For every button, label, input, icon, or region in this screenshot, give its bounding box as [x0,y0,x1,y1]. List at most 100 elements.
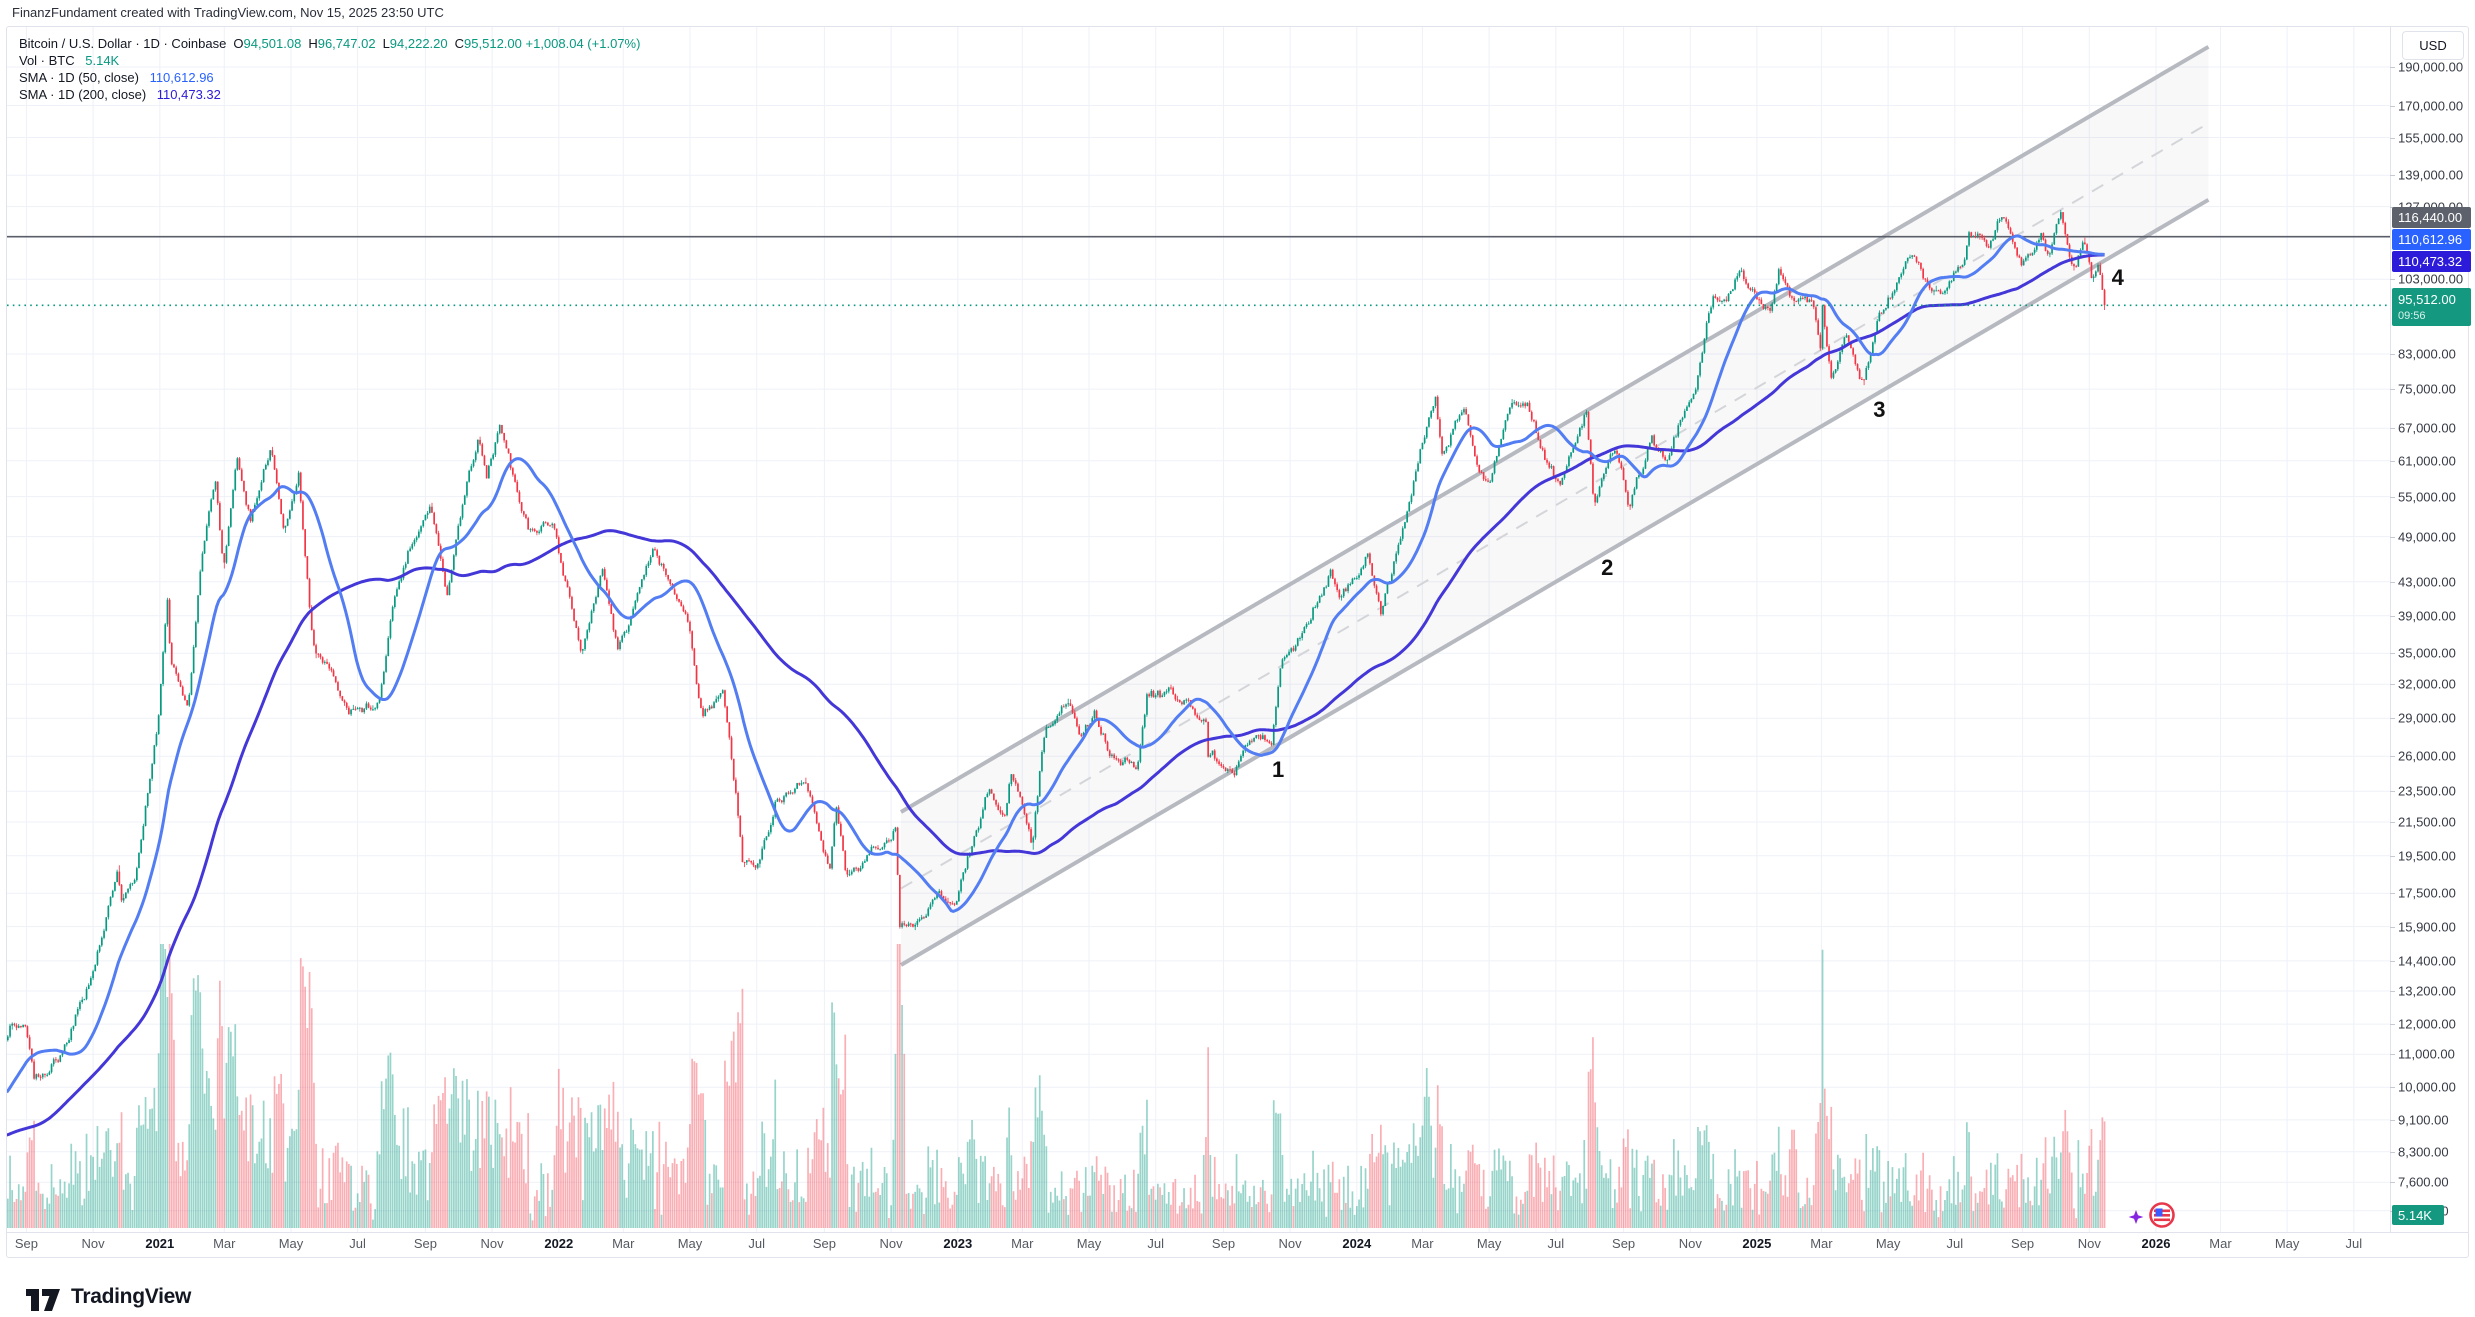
ohlc-value: 94,222.20 [389,36,448,51]
time-tick-month[interactable]: Jul [1547,1236,1565,1251]
price-tick-mark [2390,960,2395,962]
symbol-legend-row[interactable]: Bitcoin / U.S. Dollar · 1D · Coinbase O94… [19,35,640,52]
time-tick-month[interactable]: Nov [1678,1236,1702,1251]
time-tick-month[interactable]: May [1476,1236,1502,1251]
price-tick-label: 67,000.00 [2398,420,2456,436]
time-tick-month[interactable]: Sep [14,1236,38,1251]
volume-value-badge: 5.14K [2392,1205,2444,1225]
time-tick-month[interactable]: Mar [1411,1236,1434,1251]
economic-event-icon[interactable] [2122,1200,2180,1234]
sma200-legend-row[interactable]: SMA · 1D (200, close) 110,473.32 [19,86,640,103]
time-tick-month[interactable]: Sep [1612,1236,1636,1251]
price-tick-mark [2390,791,2395,793]
time-tick-month[interactable]: Jul [1147,1236,1164,1251]
price-tick-label: 139,000.00 [2398,167,2464,183]
price-tick-label: 7,600.00 [2398,1174,2449,1190]
price-tick-label: 35,000.00 [2398,645,2456,661]
price-tick-mark [2390,175,2395,177]
price-tick-mark [2390,67,2395,68]
time-tick-month[interactable]: Sep [413,1236,437,1251]
attribution-text: FinanzFundament created with TradingView… [12,5,444,20]
symbol-title[interactable]: Bitcoin / U.S. Dollar · 1D · Coinbase [19,36,227,51]
sparkle-icon [2128,1210,2144,1224]
time-tick-month[interactable]: Nov [879,1236,903,1251]
time-tick-year[interactable]: 2022 [544,1236,574,1251]
time-tick-month[interactable]: Mar [1810,1236,1833,1251]
time-tick-month[interactable]: May [2274,1236,2300,1251]
time-tick-year[interactable]: 2024 [1342,1236,1372,1251]
time-tick-year[interactable]: 2026 [2141,1236,2171,1251]
sma200-price-badge: 110,473.32 [2392,251,2471,272]
sma-50-line[interactable] [7,234,2105,1094]
time-tick-month[interactable]: Sep [1211,1236,1236,1251]
ohlc-key: L [382,36,390,51]
time-tick-year[interactable]: 2023 [943,1236,973,1251]
time-tick-month[interactable]: Jul [2345,1236,2363,1251]
price-tick-label: 21,500.00 [2398,814,2456,830]
price-tick-label: 10,000.00 [2398,1079,2456,1095]
us-flag-icon [2149,1202,2175,1228]
time-tick-month[interactable]: Nov [1278,1236,1302,1251]
volume-legend-row[interactable]: Vol · BTC 5.14K [19,52,640,69]
price-tick-mark [2390,1119,2395,1121]
price-tick-label: 170,000.00 [2398,98,2464,113]
time-tick-month[interactable]: Nov [480,1236,504,1251]
time-tick-month[interactable]: Mar [612,1236,635,1251]
ohlc-key: C [454,36,465,51]
time-tick-month[interactable]: Jul [1946,1236,1964,1251]
price-tick-mark [2390,460,2395,462]
price-tick-label: 19,500.00 [2398,848,2456,864]
price-tick-label: 32,000.00 [2398,676,2456,692]
time-tick-month[interactable]: Jul [748,1236,765,1251]
price-tick-label: 190,000.00 [2398,59,2464,75]
time-tick-year[interactable]: 2025 [1742,1236,1772,1251]
price-tick-label: 155,000.00 [2398,130,2464,145]
gridlines [7,27,2390,1232]
tradingview-glyph-icon [26,1289,60,1311]
time-tick-month[interactable]: Mar [213,1236,236,1251]
wave-count-annotation-2[interactable]: 2 [1601,555,1614,581]
ohlc-value: 94,501.08 [243,36,302,51]
time-tick-year[interactable]: 2021 [145,1236,175,1251]
price-tick-label: 75,000.00 [2398,381,2456,397]
time-tick-month[interactable]: May [278,1236,304,1251]
wave-count-annotation-4[interactable]: 4 [2111,264,2124,290]
price-axis-separator[interactable] [2390,27,2391,1232]
price-tick-mark [2390,428,2395,430]
parallel-channel-drawing[interactable] [899,45,2210,967]
wave-count-annotation-1[interactable]: 1 [1271,757,1285,783]
price-tick-mark [2390,615,2395,617]
time-tick-month[interactable]: Sep [2011,1236,2035,1251]
time-tick-month[interactable]: Mar [2209,1236,2232,1251]
time-tick-month[interactable]: Sep [812,1236,836,1251]
time-tick-month[interactable]: Nov [2077,1236,2101,1251]
sma50-price-badge: 110,612.96 [2392,229,2471,250]
price-tick-label: 61,000.00 [2398,453,2456,469]
hline-price-badge: 116,440.00 [2392,207,2471,228]
sma200-value: 110,473.32 [156,87,221,102]
wave-count-annotation-3[interactable]: 3 [1873,397,1886,422]
time-tick-month[interactable]: May [1875,1236,1901,1251]
tradingview-logo[interactable]: TradingView [24,1282,191,1312]
price-tick-label: 103,000.00 [2398,271,2464,287]
time-tick-month[interactable]: Jul [349,1236,366,1251]
volume-value: 5.14K [85,53,120,68]
price-tick-mark [2390,855,2395,857]
ohlc-value: 96,747.02 [317,36,376,51]
currency-toggle-button[interactable]: USD [2402,31,2464,60]
sma50-legend-row[interactable]: SMA · 1D (50, close) 110,612.96 [19,69,640,86]
price-tick-mark [2390,653,2395,655]
price-tick-mark [2390,581,2395,583]
time-tick-month[interactable]: May [1076,1236,1102,1251]
price-tick-label: 29,000.00 [2398,710,2456,726]
price-tick-mark [2390,893,2395,895]
price-tick-label: 15,900.00 [2398,919,2456,935]
time-tick-month[interactable]: Nov [81,1236,105,1251]
time-tick-month[interactable]: May [677,1236,703,1251]
price-tick-mark [2390,991,2395,992]
price-tick-mark [2390,1024,2395,1026]
time-axis-separator[interactable] [7,1232,2468,1233]
time-tick-month[interactable]: Mar [1011,1236,1034,1251]
sma-200-line[interactable] [7,253,2105,1137]
